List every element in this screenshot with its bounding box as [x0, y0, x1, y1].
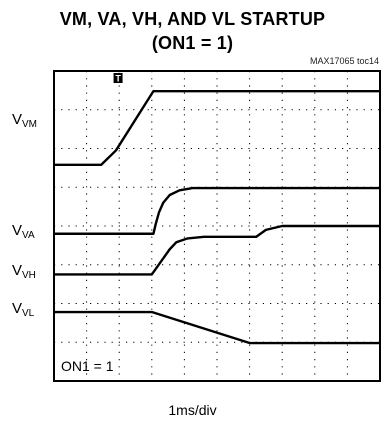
- trigger-marker: T: [113, 73, 123, 84]
- traces: [54, 89, 380, 345]
- trace-vh: [54, 224, 380, 276]
- label-vvm: VVM: [12, 111, 38, 131]
- label-vvh: VVH: [12, 262, 36, 282]
- trace-vl: [54, 310, 380, 345]
- figure-id: MAX17065 toc14: [309, 56, 379, 66]
- label-vvl: VVL: [12, 300, 35, 320]
- trace-vm: [54, 89, 380, 166]
- chart-title: VM, VA, VH, AND VL STARTUP: [59, 9, 326, 29]
- trigger-marker-label: T: [115, 74, 121, 84]
- x-axis-label: 1ms/div: [168, 402, 217, 418]
- trace-va: [54, 186, 380, 235]
- trigger-marker-box: [113, 73, 123, 83]
- annotation-on1: ON1 = 1: [61, 358, 114, 374]
- label-vva: VVA: [12, 221, 35, 241]
- chart-subtitle: (ON1 = 1): [151, 33, 234, 53]
